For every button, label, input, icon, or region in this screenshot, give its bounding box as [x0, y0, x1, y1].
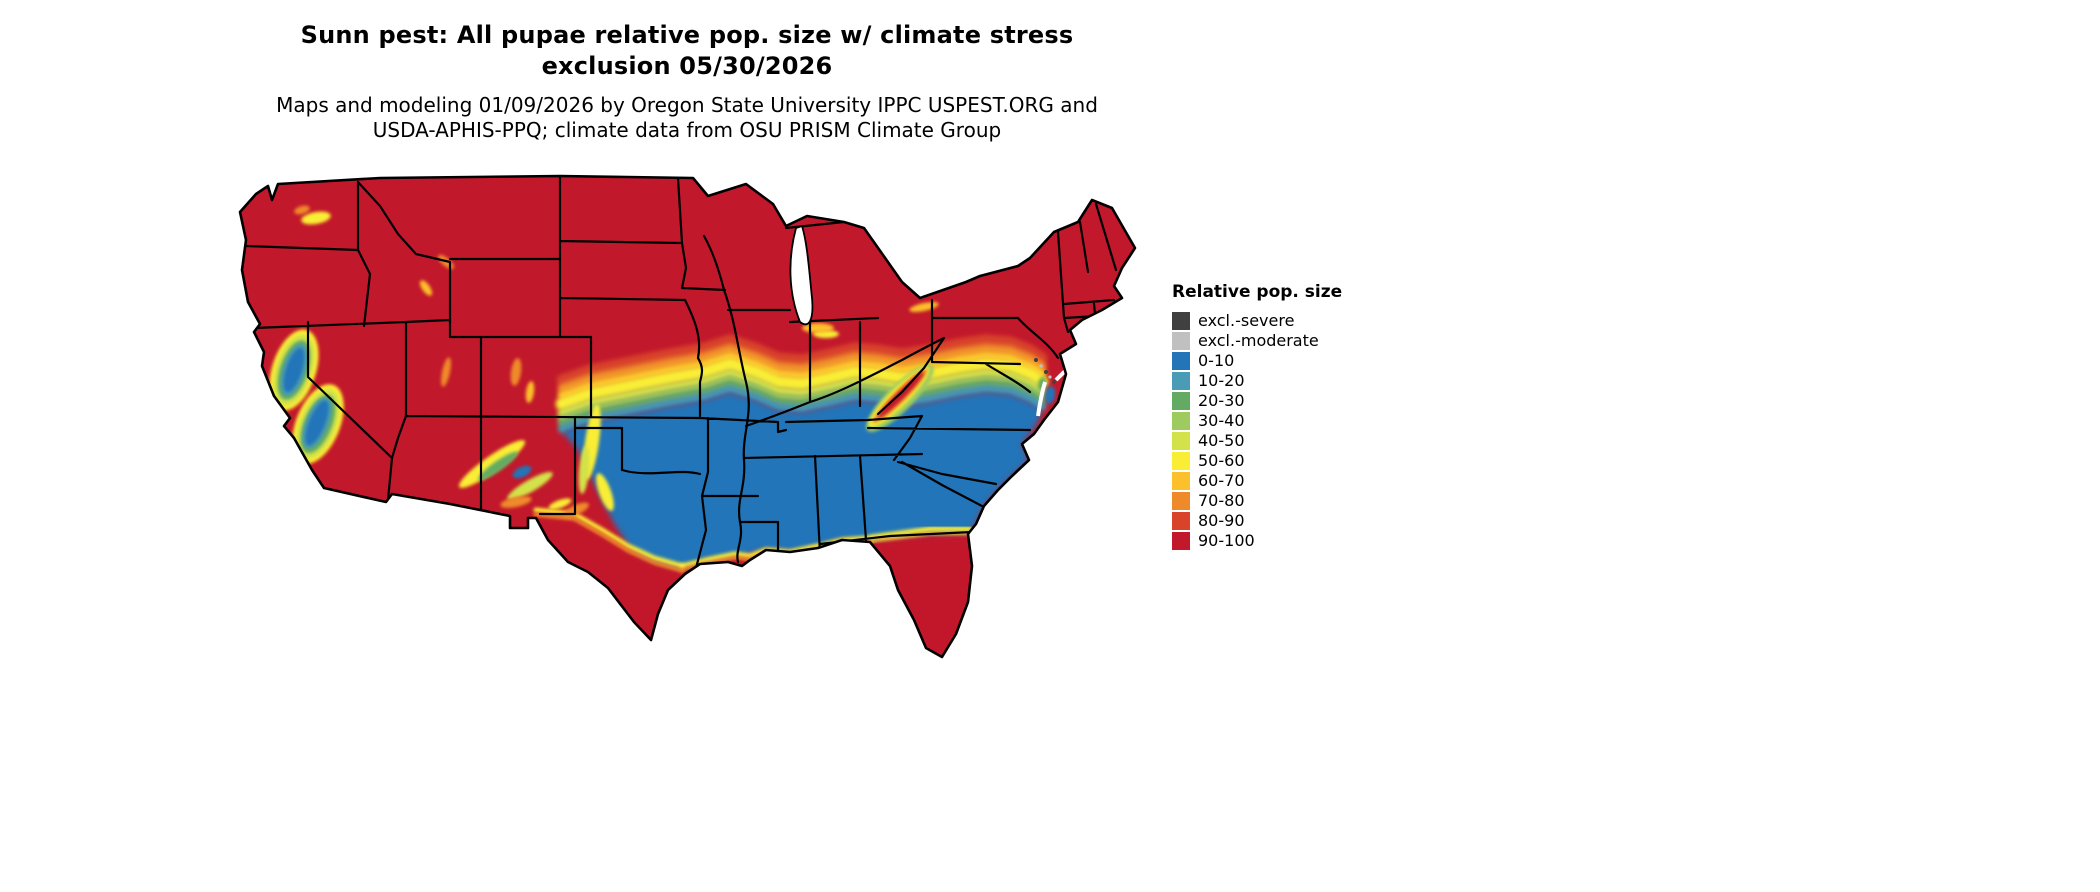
- legend-label: excl.-moderate: [1198, 330, 1319, 350]
- band-20-30: [558, 380, 1046, 428]
- map-title-line-2: exclusion 05/30/2026: [541, 52, 833, 80]
- band-10-20: [558, 385, 1046, 433]
- region-90-100-south-texas: [532, 518, 682, 640]
- legend-swatch-60-70: [1172, 471, 1190, 490]
- legend-title: Relative pop. size: [1172, 282, 1343, 302]
- florida-keys-speck: [939, 659, 943, 662]
- terrain-patch: [440, 357, 452, 387]
- exclusion-speck: [1039, 364, 1043, 368]
- legend-row: 40-50: [1172, 431, 1342, 450]
- terrain-patch: [525, 381, 535, 403]
- patches-0-10: [283, 347, 1056, 479]
- map-subtitle: Maps and modeling 01/09/2026 by Oregon S…: [0, 93, 1374, 143]
- legend-swatch-40-50: [1172, 431, 1190, 450]
- terrain-patch: [283, 347, 305, 393]
- region-0-10-south: [562, 392, 1042, 570]
- legend-swatch-50-60: [1172, 451, 1190, 470]
- legend-row: excl.-moderate: [1172, 331, 1342, 350]
- patches-excl-severe: [1034, 358, 1056, 384]
- legend-row: 90-100: [1172, 531, 1342, 550]
- terrain-patch: [596, 473, 614, 511]
- chesapeake-bay: [1036, 381, 1047, 417]
- map-title-line-1: Sunn pest: All pupae relative pop. size …: [300, 21, 1074, 49]
- patches-90-100: [878, 372, 943, 662]
- legend-swatch-80-90: [1172, 511, 1190, 530]
- legend-swatch-excl-moderate: [1172, 331, 1190, 350]
- patches-excl-moderate: [1039, 364, 1052, 379]
- legend-row: 30-40: [1172, 411, 1342, 430]
- legend-row: 70-80: [1172, 491, 1342, 510]
- terrain-patch: [1044, 386, 1056, 404]
- terrain-patch: [512, 465, 532, 479]
- legend-swatch-0-10: [1172, 351, 1190, 370]
- us-choropleth-map: [238, 174, 1137, 662]
- legend-swatch-90-100: [1172, 531, 1190, 550]
- band-70-80: [557, 343, 1047, 393]
- legend-label: 50-60: [1198, 450, 1245, 470]
- region-90-100-florida: [874, 538, 974, 657]
- legend-row: excl.-severe: [1172, 311, 1342, 330]
- map-color-layers: [240, 176, 1135, 662]
- band-30-40: [558, 375, 1046, 423]
- heading-block: Sunn pest: All pupae relative pop. size …: [0, 20, 1374, 143]
- exclusion-speck: [1052, 380, 1056, 384]
- terrain-patch: [500, 496, 532, 508]
- terrain-patch: [507, 472, 553, 500]
- legend-label: 20-30: [1198, 390, 1245, 410]
- legend-swatch-20-30: [1172, 391, 1190, 410]
- legend-row: 60-70: [1172, 471, 1342, 490]
- legend-row: 0-10: [1172, 351, 1342, 370]
- exclusion-speck: [1044, 370, 1048, 374]
- exclusion-speck: [1034, 358, 1038, 362]
- florida-keys-speck: [928, 658, 932, 662]
- legend-swatch-excl-severe: [1172, 311, 1190, 330]
- legend-label: 30-40: [1198, 410, 1245, 430]
- legend-row: 20-30: [1172, 391, 1342, 410]
- legend-row: 80-90: [1172, 511, 1342, 530]
- terrain-patch: [478, 451, 518, 481]
- legend-label: 70-80: [1198, 490, 1245, 510]
- terrain-patch: [294, 205, 310, 215]
- legend-row: 50-60: [1172, 451, 1342, 470]
- map-subtitle-line-1: Maps and modeling 01/09/2026 by Oregon S…: [276, 93, 1098, 117]
- terrain-patch: [458, 440, 526, 488]
- legend-label: 40-50: [1198, 430, 1245, 450]
- legend-label: 90-100: [1198, 530, 1255, 550]
- legend-swatch-30-40: [1172, 411, 1190, 430]
- legend-label: 10-20: [1198, 370, 1245, 390]
- transition-band: [555, 334, 1049, 433]
- us-outline: [238, 174, 1137, 659]
- legend-swatch-70-80: [1172, 491, 1190, 510]
- florida-fringe-50-60: [869, 526, 973, 540]
- terrain-patch: [305, 400, 329, 446]
- band-80-90: [556, 334, 1048, 386]
- band-60-70: [557, 350, 1047, 400]
- band-40-50: [557, 368, 1047, 418]
- legend-row: 10-20: [1172, 371, 1342, 390]
- map-subtitle-line-2: USDA-APHIS-PPQ; climate data from OSU PR…: [372, 118, 1002, 142]
- state-boundaries: [244, 176, 1118, 570]
- legend-label: 80-90: [1198, 510, 1245, 530]
- lake-michigan: [789, 224, 814, 326]
- terrain-patch: [419, 280, 433, 296]
- map-legend: Relative pop. size excl.-severe excl.-mo…: [1172, 282, 1342, 551]
- terrain-patch: [510, 358, 522, 386]
- legend-swatch-10-20: [1172, 371, 1190, 390]
- florida-keys-speck: [917, 656, 921, 657]
- terrain-patch: [301, 211, 331, 225]
- terrain-patch: [878, 372, 924, 418]
- exclusion-speck: [1048, 375, 1052, 379]
- legend-label: 0-10: [1198, 350, 1235, 370]
- legend-label: 60-70: [1198, 470, 1245, 490]
- legend-label: excl.-severe: [1198, 310, 1295, 330]
- stx-fringe-70-80: [533, 512, 685, 574]
- terrain-patch: [548, 498, 572, 510]
- terrain-patch: [578, 446, 590, 494]
